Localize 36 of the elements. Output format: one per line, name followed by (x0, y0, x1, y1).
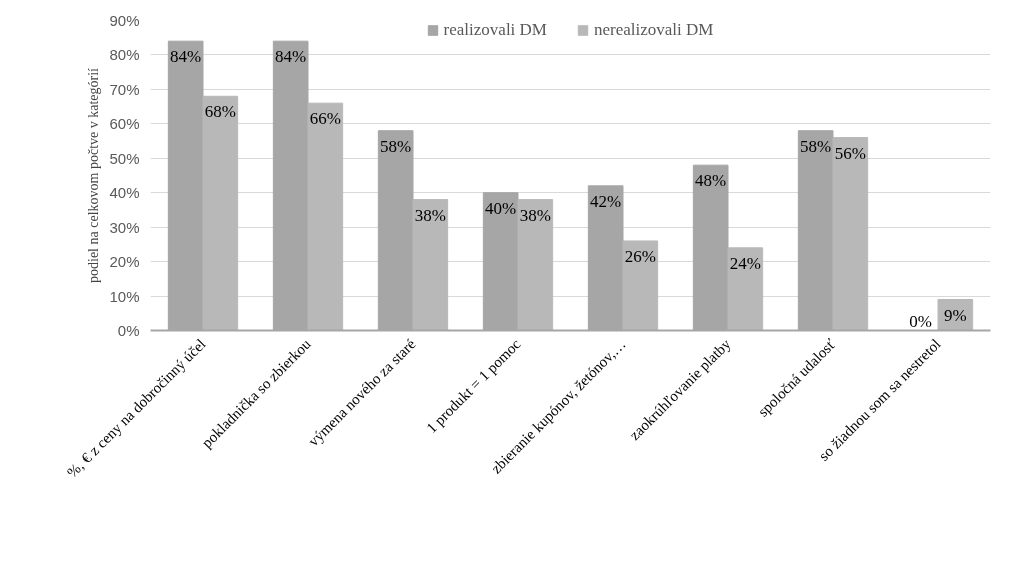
data-label: 84% (275, 47, 307, 67)
y-tick-label: 0% (117, 322, 140, 339)
bar (622, 240, 659, 331)
bar (202, 95, 239, 331)
data-label: 48% (695, 171, 727, 191)
bar (832, 137, 869, 331)
data-label: 40% (485, 198, 517, 218)
data-label: 26% (624, 246, 656, 266)
y-tick-label: 40% (109, 184, 140, 202)
data-label: 56% (834, 143, 866, 163)
data-label: 84% (170, 47, 202, 67)
data-label: 58% (380, 136, 412, 156)
data-label: 38% (414, 205, 446, 225)
y-tick-label: 60% (109, 115, 140, 133)
bar (517, 199, 554, 331)
y-tick-label: 50% (109, 149, 140, 167)
y-tick-label: 90% (109, 12, 140, 29)
y-tick-label: 10% (109, 287, 140, 305)
legend-label: nerealizovali DM (593, 20, 714, 40)
data-label: 0% (909, 311, 933, 331)
data-label: 38% (519, 205, 551, 225)
data-label: 68% (204, 102, 236, 122)
data-label: 24% (729, 253, 761, 273)
data-label: 66% (309, 109, 341, 129)
y-tick-label: 20% (109, 253, 140, 271)
y-tick-label: 80% (109, 46, 140, 64)
y-axis-title: podiel na celkovom počtve v kategórií (86, 67, 102, 283)
legend-label: realizovali DM (443, 20, 547, 40)
y-tick-label: 30% (109, 218, 140, 236)
y-tick-label: 70% (109, 80, 140, 98)
data-label: 58% (800, 136, 832, 156)
bar (727, 247, 764, 331)
data-label: 9% (943, 305, 967, 325)
bar (412, 199, 449, 331)
data-label: 42% (590, 191, 622, 211)
bar (307, 102, 344, 331)
